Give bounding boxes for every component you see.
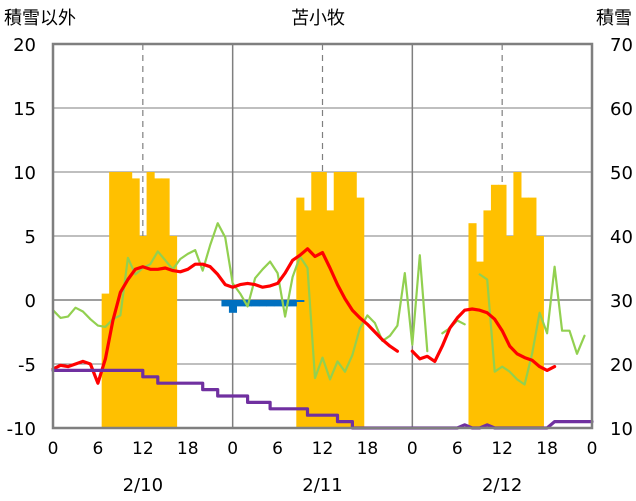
- bar: [505, 236, 514, 428]
- left-tick-label: 20: [13, 35, 36, 56]
- hour-tick-label: 0: [407, 439, 418, 459]
- left-tick-label: -10: [7, 419, 36, 440]
- date-label: 2/10: [123, 475, 163, 496]
- bar: [468, 223, 477, 428]
- bar: [475, 261, 485, 428]
- bar: [535, 236, 544, 428]
- bar: [124, 172, 133, 428]
- right-tick-label: 60: [610, 99, 633, 120]
- bar-series: [101, 172, 544, 428]
- bar: [288, 300, 297, 307]
- bar: [281, 300, 290, 307]
- bar: [303, 210, 312, 428]
- hour-tick-label: 12: [491, 439, 513, 459]
- bar: [333, 172, 342, 428]
- bar: [296, 300, 305, 302]
- bar: [154, 178, 163, 428]
- bar: [236, 300, 245, 307]
- axes: [51, 42, 594, 430]
- plot-frame: [51, 42, 594, 430]
- left-tick-label: 10: [13, 163, 36, 184]
- bar: [356, 197, 365, 428]
- left-tick-label: 5: [25, 227, 36, 248]
- bar: [146, 172, 155, 428]
- bar: [513, 172, 522, 428]
- bar: [251, 300, 260, 307]
- date-label: 2/11: [302, 475, 342, 496]
- hour-tick-label: 18: [177, 439, 199, 459]
- right-tick-label: 10: [610, 419, 633, 440]
- bar: [131, 178, 140, 428]
- bar: [258, 300, 267, 307]
- right-tick-label: 50: [610, 163, 633, 184]
- hour-tick-label: 12: [312, 439, 334, 459]
- hour-tick-label: 0: [227, 439, 238, 459]
- bar: [228, 300, 238, 313]
- left-tick-label: 0: [25, 291, 36, 312]
- bar: [348, 172, 357, 428]
- bar: [109, 172, 118, 428]
- bar: [528, 197, 537, 428]
- hour-tick-label: 6: [452, 439, 463, 459]
- bar: [490, 184, 500, 428]
- labels: 積雪以外 苫小牧 積雪 -10-505101520102030405060700…: [4, 8, 633, 496]
- bar: [498, 184, 507, 428]
- bar: [266, 300, 275, 307]
- hour-tick-label: 18: [536, 439, 558, 459]
- hour-tick-label: 12: [132, 439, 154, 459]
- hour-tick-label: 18: [357, 439, 379, 459]
- hour-tick-label: 6: [272, 439, 283, 459]
- left-tick-label: 15: [13, 99, 36, 120]
- chart-title: 苫小牧: [291, 8, 345, 29]
- series-line: [51, 247, 557, 385]
- bar: [273, 300, 282, 307]
- right-tick-label: 40: [610, 227, 633, 248]
- bar: [483, 210, 492, 428]
- bar: [296, 197, 305, 428]
- date-label: 2/12: [482, 475, 522, 496]
- bar: [221, 300, 230, 307]
- bar: [318, 172, 327, 428]
- left-tick-label: -5: [18, 355, 36, 376]
- bar: [520, 197, 529, 428]
- left-axis-title: 積雪以外: [4, 8, 76, 29]
- hour-tick-label: 6: [93, 439, 104, 459]
- bar: [169, 236, 178, 428]
- right-tick-label: 70: [610, 35, 633, 56]
- right-axis-title: 積雪: [596, 8, 632, 29]
- hour-tick-label: 0: [587, 439, 598, 459]
- hour-tick-label: 0: [48, 439, 59, 459]
- bar: [139, 236, 148, 428]
- bar: [326, 210, 335, 428]
- bar: [161, 178, 170, 428]
- right-tick-label: 20: [610, 355, 633, 376]
- right-tick-label: 30: [610, 291, 633, 312]
- bar: [116, 172, 125, 428]
- bar: [311, 172, 320, 428]
